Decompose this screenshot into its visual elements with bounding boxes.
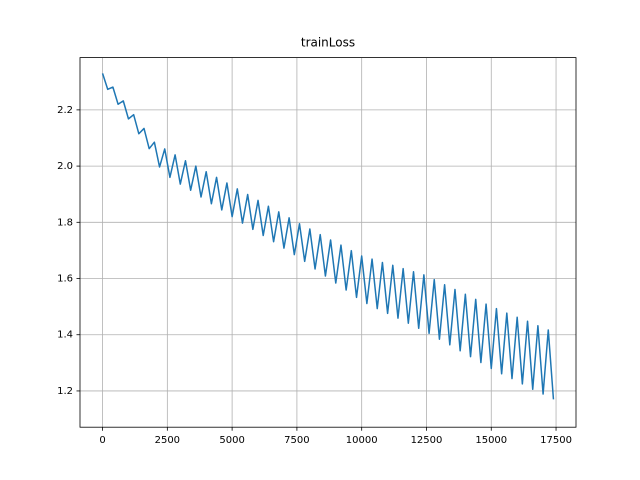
x-tick-label: 15000 [475, 435, 507, 446]
y-tick-label: 1.2 [57, 386, 73, 397]
x-tick-label: 5000 [219, 435, 244, 446]
x-tick-label: 7500 [284, 435, 309, 446]
y-tick-label: 2.2 [57, 105, 73, 116]
x-tick-label: 10000 [346, 435, 378, 446]
axes-frame [79, 57, 577, 428]
x-tick-label: 2500 [155, 435, 180, 446]
y-tick-label: 2.0 [57, 161, 73, 172]
x-tick-label: 17500 [540, 435, 572, 446]
y-tick-label: 1.8 [57, 217, 73, 228]
y-tick-label: 1.4 [57, 330, 73, 341]
chart-title: trainLoss [301, 36, 355, 50]
y-tick-label: 1.6 [57, 274, 73, 285]
line [101, 73, 555, 400]
x-tick-label: 12500 [411, 435, 443, 446]
x-tick-label: 0 [99, 435, 105, 446]
